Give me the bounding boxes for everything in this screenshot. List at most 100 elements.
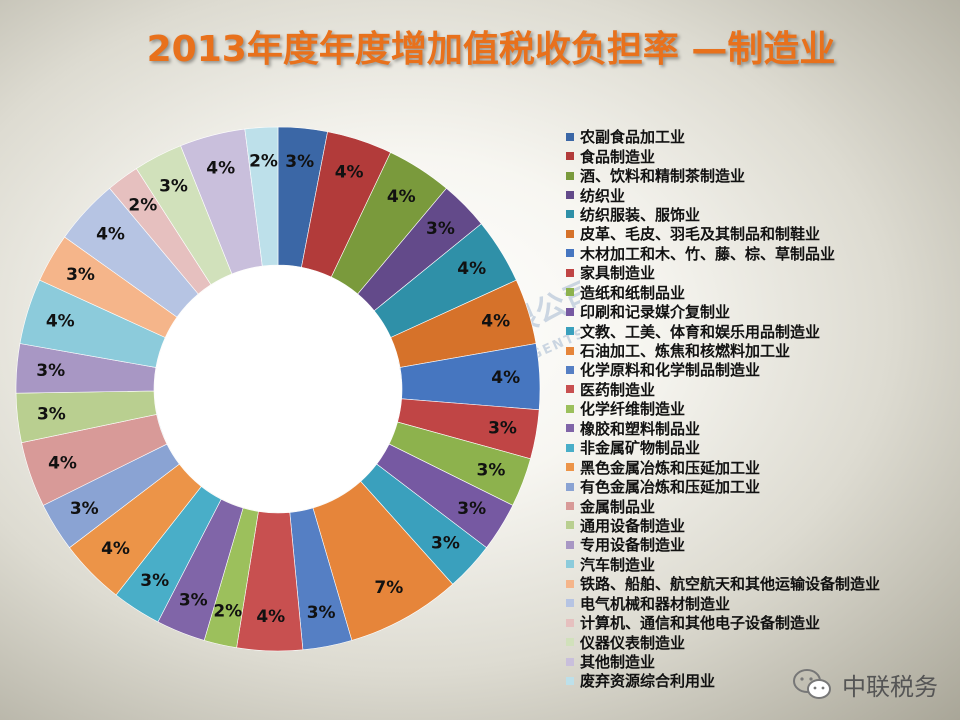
legend-swatch [566, 365, 574, 374]
pie-slice [244, 126, 279, 267]
legend-swatch [566, 210, 574, 219]
legend-item: 印刷和记录媒介复制业 [566, 302, 880, 321]
legend-swatch [566, 463, 574, 472]
legend-label: 石油加工、炼焦和核燃料加工业 [580, 342, 791, 361]
legend-item: 医药制造业 [566, 380, 880, 399]
legend-item: 石油加工、炼焦和核燃料加工业 [566, 341, 880, 360]
legend-item: 铁路、船舶、航空航天和其他运输设备制造业 [566, 574, 880, 593]
chart-slices [15, 126, 541, 652]
legend-label: 家具制造业 [580, 264, 656, 283]
legend-item: 造纸和纸制品业 [566, 283, 880, 302]
legend-swatch [566, 599, 574, 608]
legend-label: 农副食品加工业 [580, 128, 686, 147]
slice-data-label: 3% [431, 534, 460, 554]
chart-title: 2013年度年度增加值税收负担率 —制造业 [146, 29, 836, 70]
legend-item: 黑色金属冶炼和压延加工业 [566, 457, 880, 477]
legend-swatch [566, 521, 574, 530]
legend-item: 金属制品业 [566, 496, 880, 516]
chart-legend: 农副食品加工业 食品制造业 酒、饮料和精制茶制造业 纺织业 纺织服装、服饰业 皮革、毛皮、… [566, 127, 880, 691]
legend-item: 酒、饮料和精制茶制造业 [566, 166, 880, 185]
brand-label: 中联税务 [842, 673, 938, 701]
slice-data-label: 3% [37, 404, 66, 424]
legend-item: 其他制造业 [566, 652, 880, 671]
legend-item: 化学原料和化学制品制造业 [566, 360, 880, 379]
legend-swatch [566, 502, 574, 511]
legend-item: 电气机械和器材制造业 [566, 594, 880, 613]
legend-item: 汽车制造业 [566, 555, 880, 574]
slice-data-label: 3% [159, 176, 188, 196]
legend-swatch [566, 171, 574, 180]
slice-data-label: 3% [488, 419, 517, 439]
legend-label: 纺织服装、服饰业 [580, 205, 701, 224]
legend-swatch [566, 676, 574, 685]
legend-item: 专用设备制造业 [566, 535, 880, 554]
legend-swatch [566, 327, 574, 336]
legend-label: 造纸和纸制品业 [580, 283, 686, 302]
legend-item: 农副食品加工业 [566, 127, 880, 146]
legend-swatch [566, 229, 574, 238]
slice-data-label: 2% [213, 601, 242, 621]
legend-item: 皮革、毛皮、羽毛及其制品和制鞋业 [566, 224, 880, 243]
legend-label: 仪器仪表制造业 [580, 633, 686, 652]
legend-item: 非金属矿物制品业 [566, 438, 880, 457]
slice-data-label: 4% [387, 187, 416, 207]
legend-label: 其他制造业 [580, 653, 656, 672]
legend-swatch [566, 579, 574, 588]
slice-data-label: 3% [457, 499, 486, 519]
slice-data-label: 3% [36, 361, 65, 381]
slice-data-label: 4% [491, 368, 520, 388]
legend-label: 印刷和记录媒介复制业 [580, 303, 731, 322]
slice-data-label: 4% [101, 539, 130, 559]
legend-label: 专用设备制造业 [580, 536, 686, 555]
legend-label: 皮革、毛皮、羽毛及其制品和制鞋业 [580, 225, 821, 244]
slice-data-label: 4% [46, 311, 75, 331]
slice-data-label: 4% [335, 162, 364, 182]
legend-label: 医药制造业 [580, 380, 656, 399]
legend-label: 有色金属冶炼和压延加工业 [580, 478, 761, 497]
slice-data-label: 3% [426, 219, 455, 239]
legend-swatch [566, 249, 574, 258]
slice-data-label: 3% [66, 265, 95, 285]
legend-label: 食品制造业 [580, 147, 656, 166]
legend-label: 非金属矿物制品业 [580, 439, 701, 458]
legend-swatch [566, 191, 574, 200]
legend-item: 通用设备制造业 [566, 516, 880, 535]
legend-label: 金属制品业 [580, 497, 656, 516]
legend-item: 橡胶和塑料制品业 [566, 419, 880, 438]
donut-chart: 3% 4% 4% 3% 4% 4% 4% 3% 3% 3% 3% 7% 3% 4% 2% 3% 3% 4% 3% 4%… [15, 126, 541, 652]
legend-swatch [566, 443, 574, 452]
chart-data-labels: 3% 4% 4% 3% 4% 4% 4% 3% 3% 3% 3% 7% 3% 4% 2% 3% 3% 4% 3% 4%… [36, 151, 520, 626]
slice-data-label: 3% [140, 571, 169, 591]
slice-data-label: 7% [374, 578, 403, 598]
legend-label: 纺织业 [580, 186, 626, 205]
legend-label: 计算机、通信和其他电子设备制造业 [580, 614, 821, 633]
slice-data-label: 4% [206, 158, 235, 178]
slice-data-label: 4% [96, 224, 125, 244]
legend-item: 家具制造业 [566, 263, 880, 282]
legend-swatch [566, 540, 574, 549]
legend-label: 铁路、船舶、航空航天和其他运输设备制造业 [580, 575, 881, 594]
legend-item: 有色金属冶炼和压延加工业 [566, 477, 880, 496]
legend-item: 仪器仪表制造业 [566, 632, 880, 652]
donut-hole [154, 265, 402, 513]
legend-swatch [566, 307, 574, 316]
slice-data-label: 4% [256, 607, 285, 627]
wechat-icon [793, 668, 831, 699]
legend-item: 食品制造业 [566, 146, 880, 166]
legend-item: 废弃资源综合利用业 [566, 671, 880, 690]
legend-swatch [566, 346, 574, 355]
legend-item: 木材加工和木、竹、藤、棕、草制品业 [566, 244, 880, 263]
slice-data-label: 3% [285, 152, 314, 172]
legend-swatch [566, 385, 574, 394]
slice-data-label: 4% [48, 454, 77, 474]
legend-swatch [566, 482, 574, 491]
legend-swatch [566, 618, 574, 627]
legend-swatch [566, 657, 574, 666]
legend-item: 纺织服装、服饰业 [566, 205, 880, 224]
legend-label: 通用设备制造业 [580, 516, 686, 535]
legend-label: 木材加工和木、竹、藤、棕、草制品业 [580, 244, 836, 263]
legend-label: 废弃资源综合利用业 [580, 672, 716, 691]
legend-label: 化学原料和化学制品制造业 [580, 361, 761, 380]
legend-swatch [566, 152, 574, 161]
legend-label: 酒、饮料和精制茶制造业 [580, 167, 746, 186]
